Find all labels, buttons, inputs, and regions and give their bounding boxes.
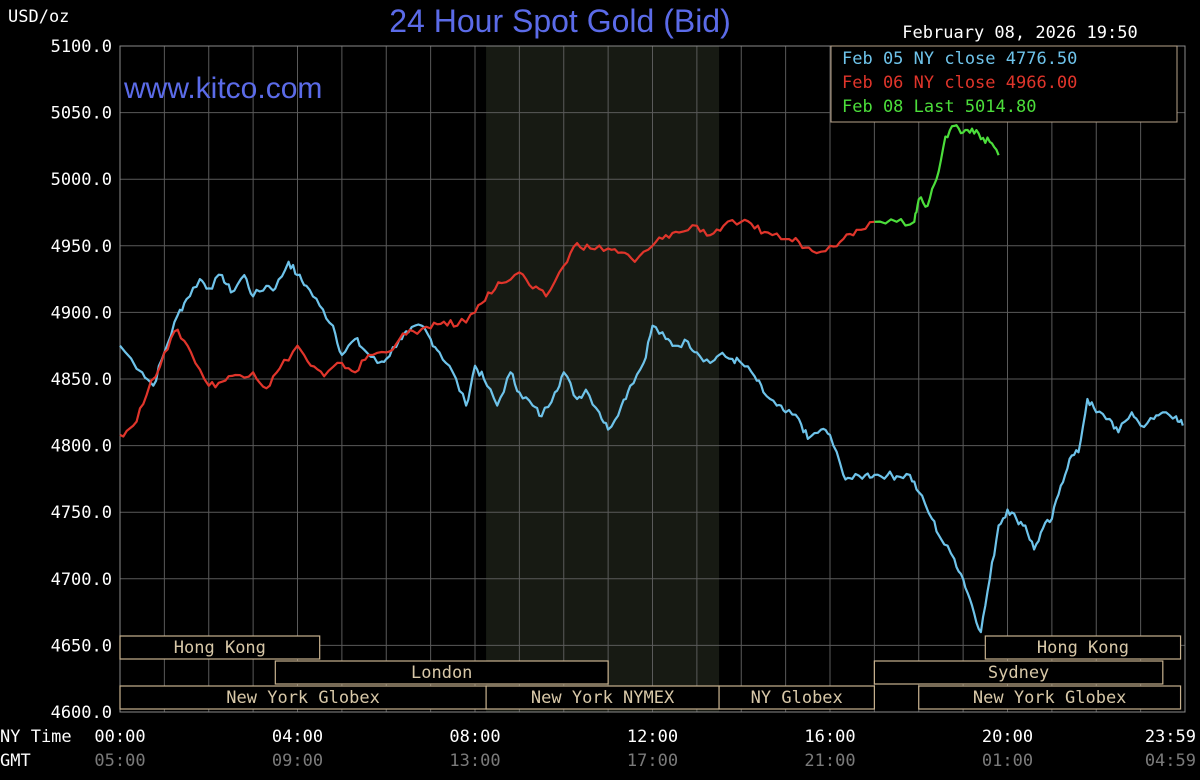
session-box	[718, 685, 875, 710]
legend-box	[830, 45, 1178, 123]
session-box	[119, 635, 321, 660]
y-tick-label: 4750.0	[51, 503, 112, 523]
kitco-watermark: www.kitco.com	[123, 72, 322, 105]
x-tick-label-ny: 16:00	[804, 727, 855, 747]
session-box	[984, 635, 1182, 660]
session-label: Sydney	[988, 663, 1049, 683]
session-box	[274, 660, 609, 685]
x-tick-label-ny: 20:00	[982, 727, 1033, 747]
y-tick-label: 4600.0	[51, 703, 112, 723]
y-tick-label: 4650.0	[51, 636, 112, 656]
series-line-1	[119, 260, 1184, 634]
legend-item-feb06: Feb 06 NY close 4966.00	[842, 73, 1077, 93]
gmt-label: GMT	[0, 751, 31, 771]
chart-datetime: February 08, 2026 19:50	[902, 23, 1137, 43]
x-tick-label-gmt: 04:59	[1145, 751, 1196, 771]
legend-item-feb05: Feb 05 NY close 4776.50	[842, 49, 1077, 69]
y-tick-label: 5100.0	[51, 37, 112, 57]
session-label: Hong Kong	[174, 638, 266, 658]
plot-frame	[119, 45, 1186, 713]
session-label: New York Globex	[973, 688, 1127, 708]
x-tick-label-ny: 23:59	[1145, 727, 1196, 747]
legend: Feb 05 NY close 4776.50 Feb 06 NY close …	[830, 45, 1178, 123]
x-tick-label-gmt: 05:00	[94, 751, 145, 771]
series-line-3	[874, 124, 1000, 227]
x-tick-label-gmt: 09:00	[272, 751, 323, 771]
units-label: USD/oz	[8, 7, 69, 27]
x-tick-label-ny: 04:00	[272, 727, 323, 747]
y-tick-label: 5050.0	[51, 104, 112, 124]
y-tick-label: 4950.0	[51, 237, 112, 257]
session-label: Hong Kong	[1037, 638, 1129, 658]
y-tick-label: 5000.0	[51, 170, 112, 190]
y-tick-label: 4800.0	[51, 437, 112, 457]
session-label: NY Globex	[751, 688, 843, 708]
session-box	[918, 685, 1182, 710]
x-tick-label-gmt: 13:00	[449, 751, 500, 771]
x-tick-label-ny: 08:00	[449, 727, 500, 747]
y-tick-label: 4850.0	[51, 370, 112, 390]
y-tick-label: 4900.0	[51, 303, 112, 323]
session-box	[873, 660, 1164, 685]
x-tick-label-ny: 12:00	[627, 727, 678, 747]
session-label: New York NYMEX	[531, 688, 675, 708]
ny-time-label: NY Time	[0, 727, 72, 747]
x-tick-label-gmt: 01:00	[982, 751, 1033, 771]
x-tick-label-gmt: 21:00	[804, 751, 855, 771]
chart-title: 24 Hour Spot Gold (Bid)	[389, 3, 731, 39]
y-tick-label: 4700.0	[51, 570, 112, 590]
legend-item-feb08: Feb 08 Last 5014.80	[842, 97, 1036, 117]
session-label: London	[411, 663, 472, 683]
session-label: New York Globex	[226, 688, 380, 708]
series-line-2	[119, 218, 875, 438]
x-tick-label-ny: 00:00	[94, 727, 145, 747]
x-tick-label-gmt: 17:00	[627, 751, 678, 771]
